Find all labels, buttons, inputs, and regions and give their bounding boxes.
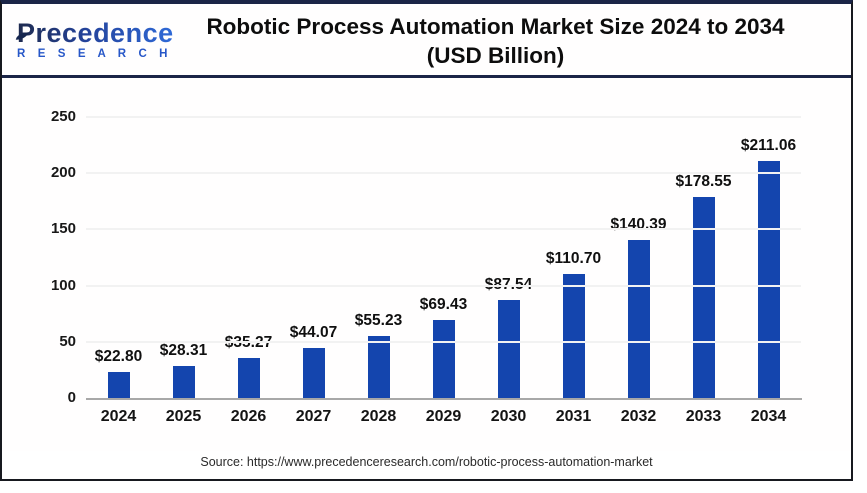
bar-column: $35.27 xyxy=(216,117,281,398)
bar xyxy=(497,299,520,398)
x-tick-label: 2024 xyxy=(100,408,137,425)
y-tick-label: 0 xyxy=(67,389,76,406)
x-tick-label: 2026 xyxy=(230,408,267,425)
bar xyxy=(367,335,390,398)
x-tick-label: 2032 xyxy=(620,408,657,425)
bar xyxy=(562,273,585,398)
x-tick-label: 2029 xyxy=(425,408,462,425)
bar-value-label: $211.06 xyxy=(740,136,797,154)
source-caption: Source: https://www.precedenceresearch.c… xyxy=(200,455,653,469)
x-axis-labels: 2024 2025 2026 2027 2028 2029 2030 2031 2032 2033… xyxy=(86,408,801,426)
bar xyxy=(237,358,260,398)
bar-value-label: $110.70 xyxy=(545,249,602,267)
logo-wordmark: Precedence xyxy=(17,18,174,48)
gridline xyxy=(86,340,801,343)
bar-column: $211.06 xyxy=(736,117,801,398)
bar xyxy=(107,372,130,398)
y-tick-label: 50 xyxy=(59,332,76,350)
brand-logo: Precedence R E S E A R C H xyxy=(2,19,174,60)
bar-value-label: $28.31 xyxy=(159,342,208,360)
x-tick-label: 2033 xyxy=(685,408,722,425)
plot-area: $22.80 $28.31 $35.27 $44.07 $55.23 $69.43 $87.… xyxy=(86,117,801,398)
x-tick-label: 2027 xyxy=(295,408,332,425)
gridline xyxy=(86,228,801,231)
x-tick-label: 2034 xyxy=(750,408,787,425)
x-tick-label: 2028 xyxy=(360,408,397,425)
chart-title-line1: Robotic Process Automation Market Size 2… xyxy=(206,13,785,39)
bar-column: $140.39 xyxy=(606,117,671,398)
bar xyxy=(432,319,455,398)
chart-title-line2: (USD Billion) xyxy=(426,42,565,68)
bar xyxy=(172,366,195,398)
bar-column: $87.54 xyxy=(476,117,541,398)
x-tick-label: 2030 xyxy=(490,408,527,425)
bar xyxy=(302,348,325,398)
bar-value-label: $55.23 xyxy=(354,311,403,329)
y-tick-label: 250 xyxy=(50,108,76,125)
x-tick-label: 2025 xyxy=(165,408,202,425)
bar-column: $44.07 xyxy=(281,117,346,398)
bar-value-label: $44.07 xyxy=(289,324,338,342)
x-tick-label: 2031 xyxy=(555,408,592,425)
bar-value-label: $69.43 xyxy=(419,295,468,313)
y-tick-label: 150 xyxy=(50,220,76,238)
bar-chart: $22.80 $28.31 $35.27 $44.07 $55.23 $69.43 $87.… xyxy=(2,78,851,451)
bar-column: $28.31 xyxy=(151,117,216,398)
infographic-frame: Precedence R E S E A R C H Robotic Proce… xyxy=(0,0,853,481)
bar-value-label: $22.80 xyxy=(94,348,143,366)
chart-title: Robotic Process Automation Market Size 2… xyxy=(174,10,851,70)
bar-value-label: $35.27 xyxy=(224,334,273,352)
bar xyxy=(627,240,650,398)
bar xyxy=(692,197,715,398)
bar-value-label: $140.39 xyxy=(610,216,667,234)
bar xyxy=(757,160,780,398)
bar-value-label: $87.54 xyxy=(485,276,532,294)
logo-subtitle: R E S E A R C H xyxy=(17,48,173,60)
bar-column: $55.23 xyxy=(346,117,411,398)
bar-value-label: $178.55 xyxy=(675,173,732,191)
y-tick-label: 200 xyxy=(50,164,76,182)
bar-column: $178.55 xyxy=(671,117,736,398)
bar-column: $69.43 xyxy=(411,117,476,398)
header: Precedence R E S E A R C H Robotic Proce… xyxy=(2,4,851,78)
gridline xyxy=(86,284,801,287)
bar-column: $110.70 xyxy=(541,117,606,398)
bar-column: $22.80 xyxy=(86,117,151,398)
gridline xyxy=(86,172,801,175)
y-tick-label: 100 xyxy=(50,276,76,294)
x-axis-line xyxy=(86,398,802,400)
leaf-icon xyxy=(15,32,30,40)
gridline xyxy=(86,116,801,118)
